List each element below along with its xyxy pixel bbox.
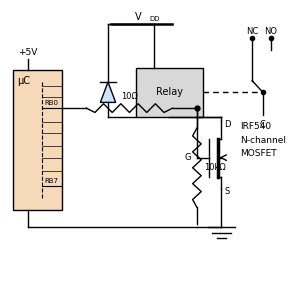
Text: +5V: +5V <box>18 48 37 57</box>
Text: S: S <box>225 187 230 196</box>
Text: G: G <box>184 153 191 162</box>
Text: RB7: RB7 <box>44 178 58 184</box>
Text: NO: NO <box>264 27 277 36</box>
Text: V: V <box>135 13 142 22</box>
Text: 10Ω: 10Ω <box>121 92 138 101</box>
Bar <box>13 70 62 210</box>
Text: C: C <box>260 120 266 129</box>
Text: Relay: Relay <box>156 87 183 97</box>
Bar <box>136 67 203 117</box>
Text: DD: DD <box>149 15 160 22</box>
Text: μC: μC <box>18 76 30 86</box>
Polygon shape <box>100 82 116 102</box>
Text: NC: NC <box>246 27 258 36</box>
Text: RB0: RB0 <box>44 100 58 106</box>
Text: 10kΩ: 10kΩ <box>204 163 225 172</box>
Text: D: D <box>225 120 231 129</box>
Text: IRF540
N-channel
MOSFET: IRF540 N-channel MOSFET <box>240 122 286 158</box>
